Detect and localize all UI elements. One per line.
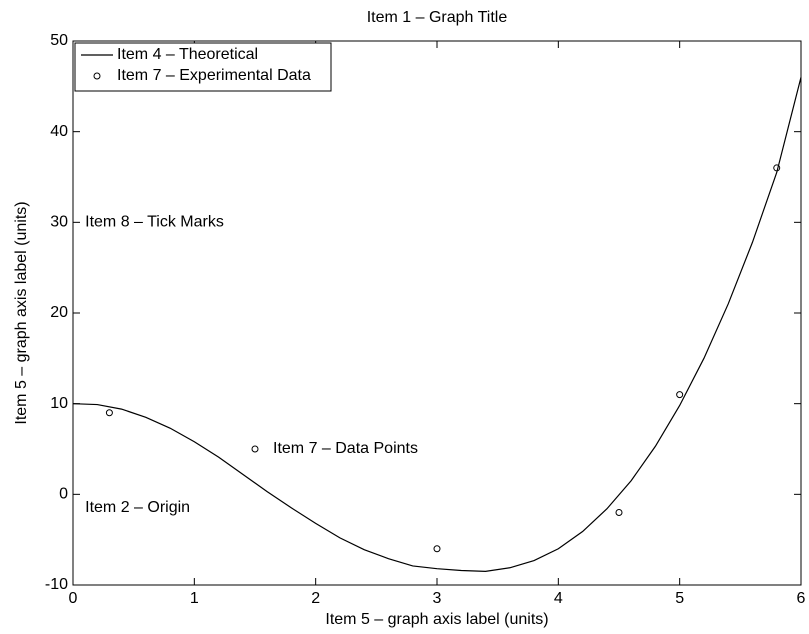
y-tick-label: 20 — [50, 304, 68, 321]
x-tick-label: 4 — [554, 590, 563, 607]
data-point — [433, 545, 441, 553]
line — [72, 77, 802, 573]
legend-label: Item 7 – Experimental Data — [117, 67, 311, 84]
y-tick-label: 50 — [50, 32, 68, 49]
data-point — [676, 391, 684, 399]
x-tick-label: 3 — [433, 590, 442, 607]
data-point — [773, 164, 781, 172]
legend-label: Item 4 – Theoretical — [117, 46, 258, 63]
legend-marker — [93, 72, 101, 80]
x-tick-label: 1 — [190, 590, 199, 607]
y-tick-label: 0 — [59, 486, 68, 503]
y-tick-label: 40 — [50, 123, 68, 140]
annotation: Item 2 – Origin — [85, 499, 190, 516]
x-tick-label: 6 — [797, 590, 806, 607]
chart-title: Item 1 – Graph Title — [367, 9, 508, 26]
annotation: Item 7 – Data Points — [273, 440, 418, 457]
y-tick-label: 10 — [50, 395, 68, 412]
data-point — [105, 409, 113, 417]
legend-box — [74, 42, 332, 92]
x-axis-label: Item 5 – graph axis label (units) — [325, 611, 548, 628]
x-tick-label: 0 — [69, 590, 78, 607]
x-tick-label: 2 — [311, 590, 320, 607]
y-tick-label: 30 — [50, 214, 68, 231]
annotation-marker — [251, 445, 259, 453]
annotation: Item 8 – Tick Marks — [85, 214, 224, 231]
x-tick-label: 5 — [675, 590, 684, 607]
y-tick-label: -10 — [45, 576, 68, 593]
data-point — [615, 508, 623, 516]
y-axis-label: Item 5 – graph axis label (units) — [13, 201, 30, 424]
